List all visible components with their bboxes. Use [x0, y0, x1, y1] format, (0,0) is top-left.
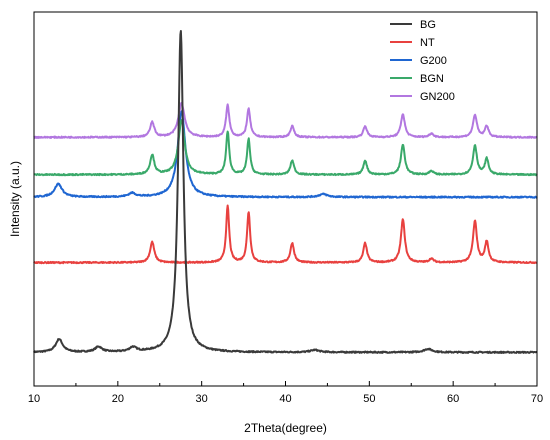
series-lines [33, 29, 538, 354]
legend: BG NT G200 BGN GN200 [390, 19, 455, 103]
series-line-g200 [33, 110, 538, 199]
x-tick-label: 50 [363, 393, 375, 405]
x-axis-title: 2Theta(degree) [244, 421, 327, 435]
x-tick-label: 20 [112, 393, 124, 405]
x-tick-label: 10 [28, 393, 40, 405]
series-line-bg [33, 29, 538, 354]
x-axis-ticks: 10 20 30 40 50 60 70 [28, 381, 543, 405]
x-tick-label: 60 [447, 393, 459, 405]
series-line-gn200 [33, 101, 538, 139]
series-line-bgn [33, 119, 538, 177]
plot-frame [33, 11, 538, 387]
legend-label-bg: BG [420, 19, 436, 31]
y-axis-title: Intensity (a.u.) [8, 161, 22, 237]
x-tick-label: 40 [279, 393, 291, 405]
legend-label-nt: NT [420, 37, 435, 49]
legend-label-g200: G200 [420, 55, 447, 67]
legend-label-bgn: BGN [420, 73, 444, 85]
x-tick-label: 70 [531, 393, 543, 405]
x-tick-label: 30 [196, 393, 208, 405]
legend-label-gn200: GN200 [420, 91, 455, 103]
series-line-nt [33, 204, 538, 265]
